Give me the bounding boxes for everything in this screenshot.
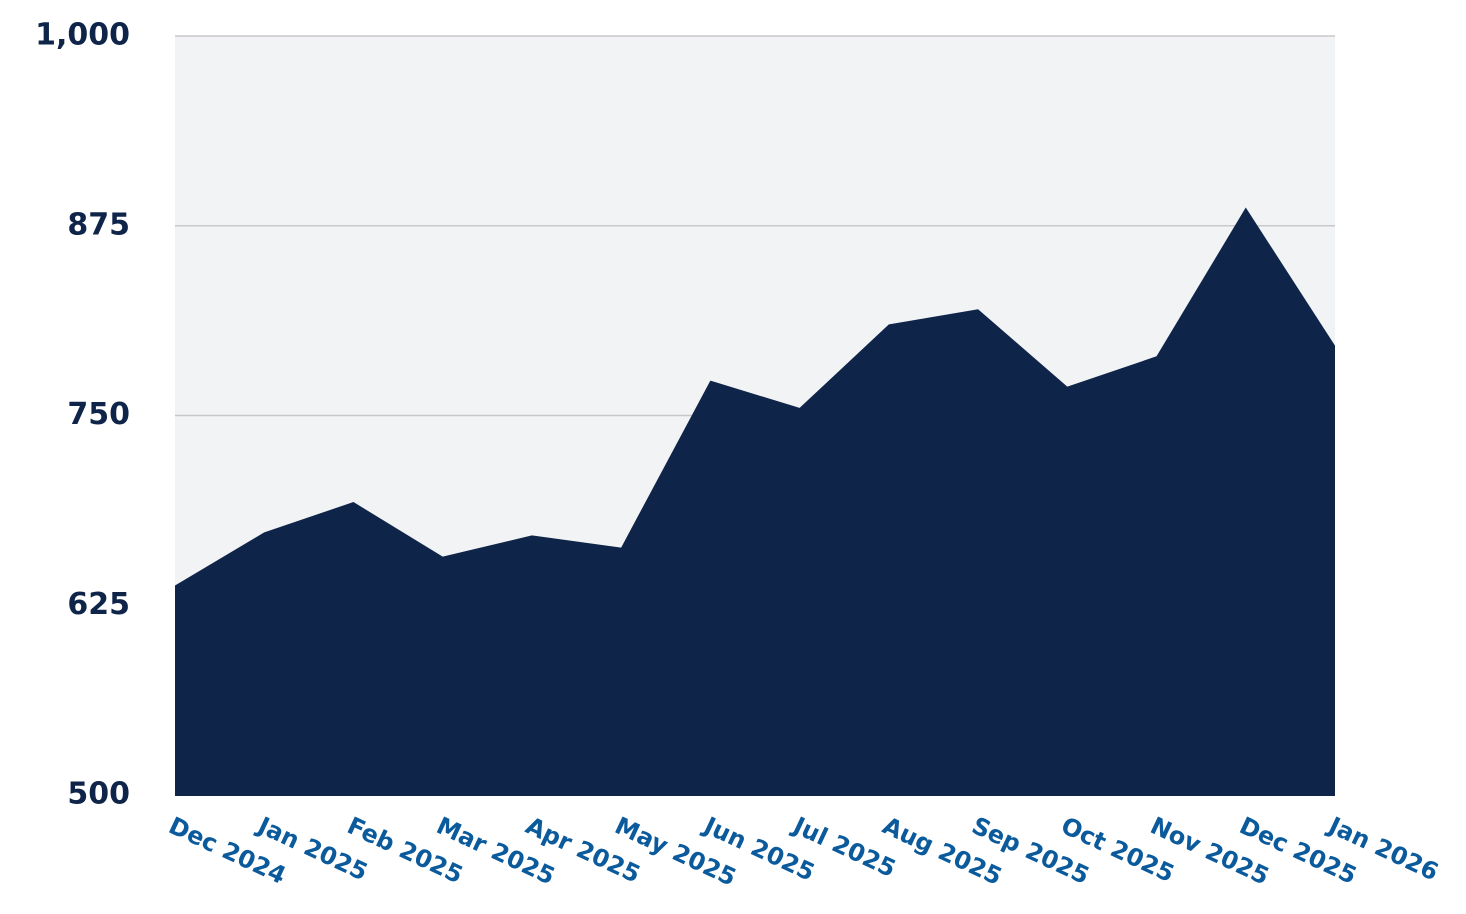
y-tick-label: 625 bbox=[67, 587, 130, 622]
y-tick-label: 1,000 bbox=[35, 18, 130, 53]
y-tick-label: 875 bbox=[67, 207, 130, 242]
y-tick-label: 500 bbox=[67, 777, 130, 812]
y-tick-label: 750 bbox=[67, 397, 130, 432]
area bbox=[175, 207, 1335, 795]
